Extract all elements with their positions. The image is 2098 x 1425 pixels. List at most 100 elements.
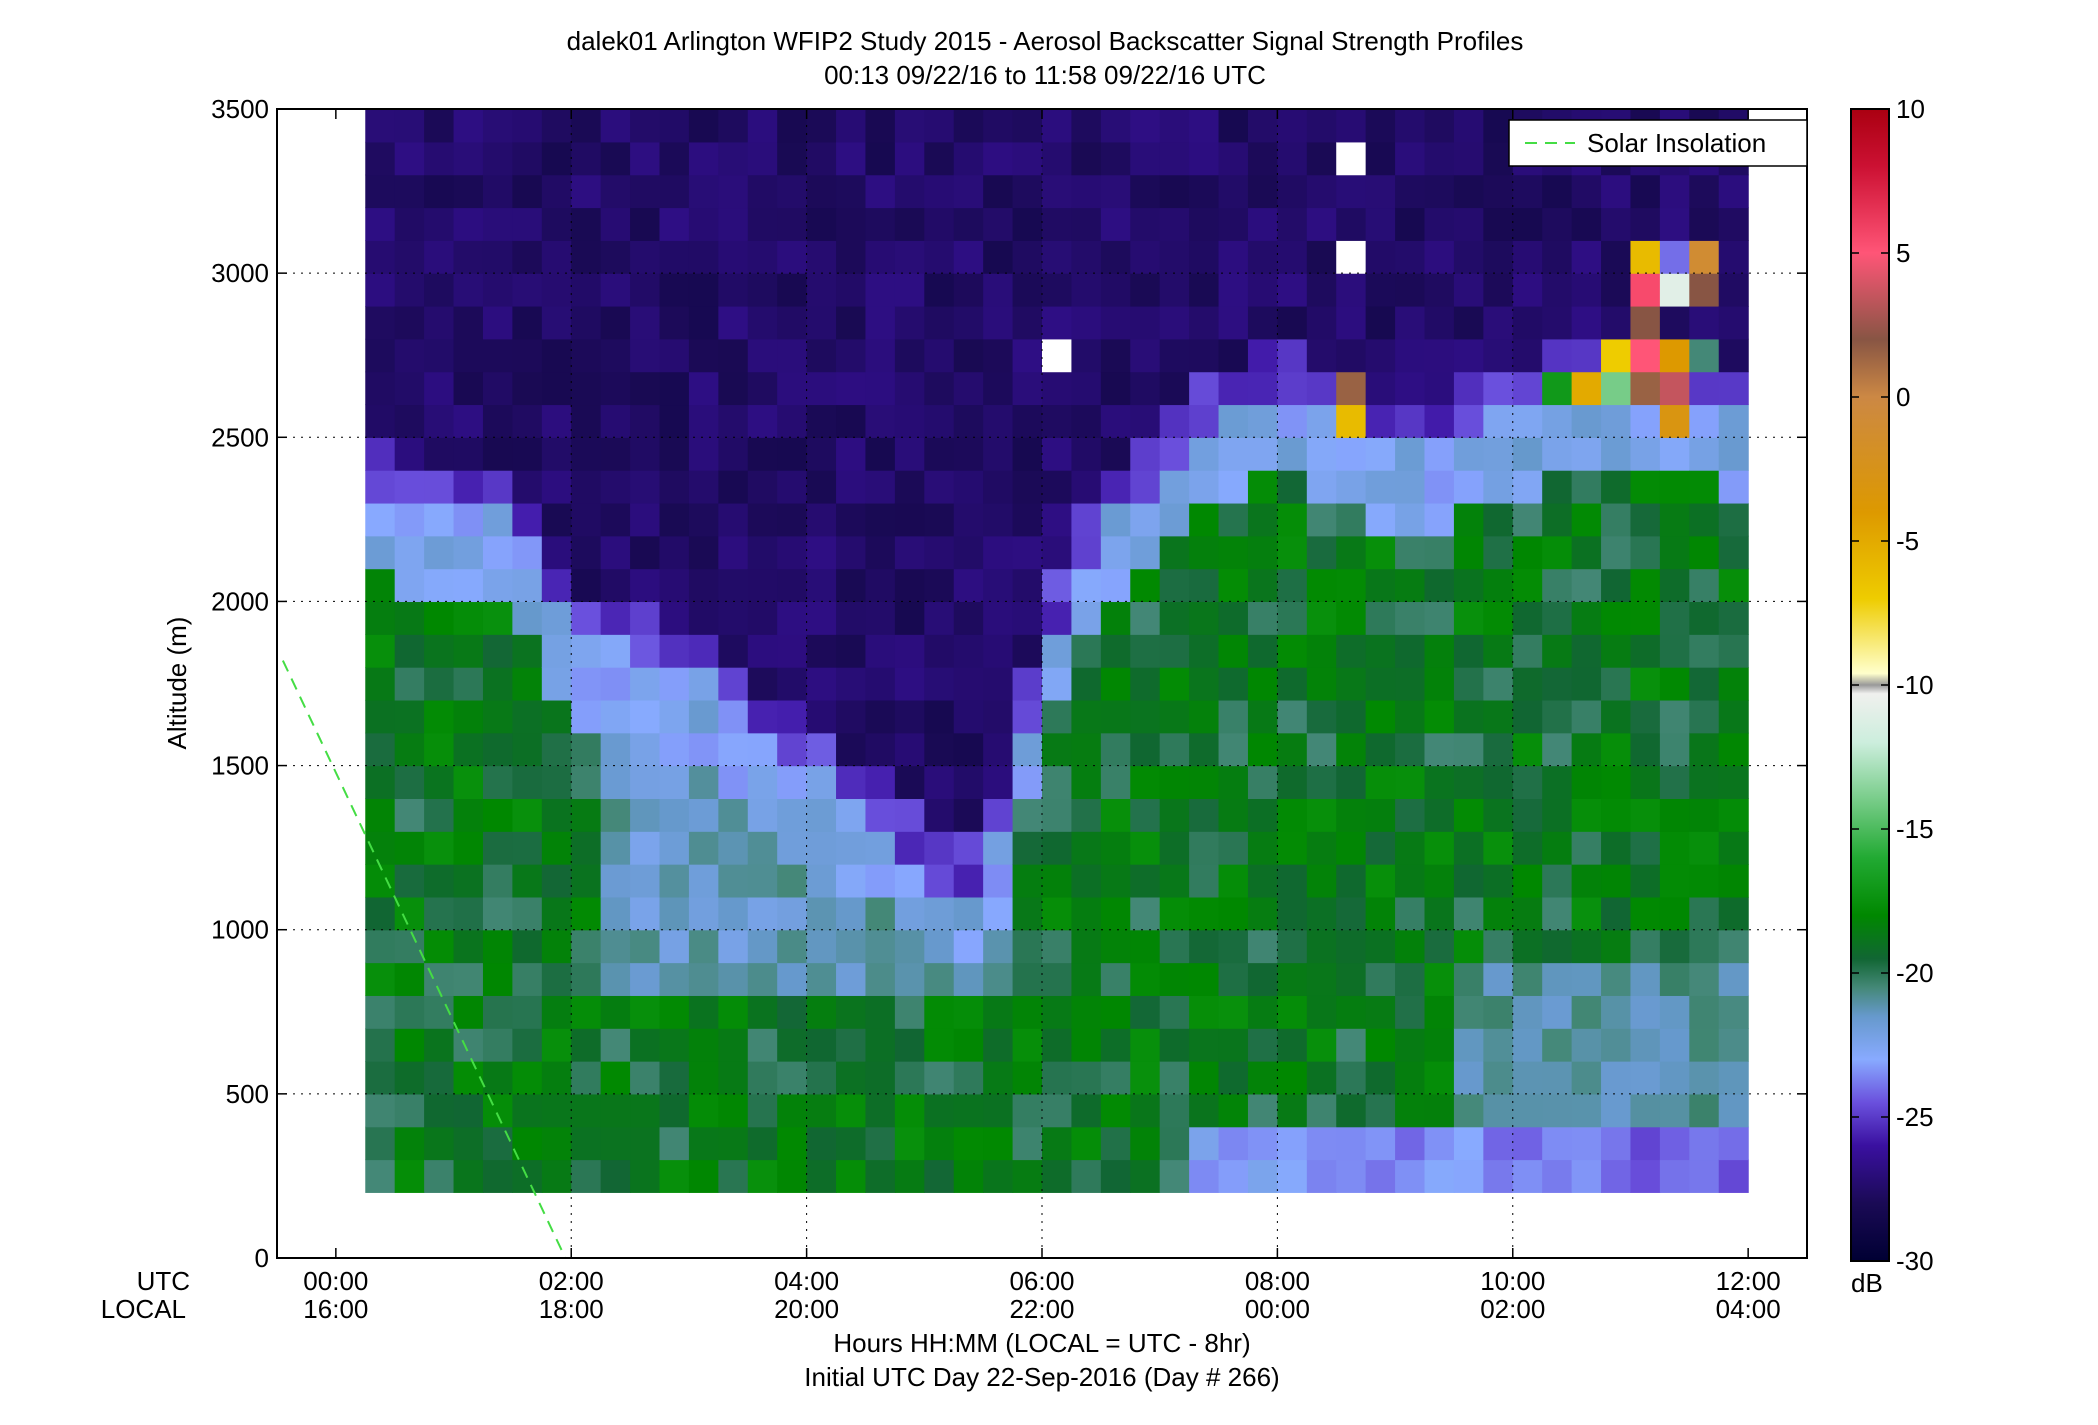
heatmap-cell <box>659 109 690 143</box>
heatmap-cell <box>1189 371 1220 406</box>
heatmap-cell <box>1189 667 1220 701</box>
heatmap-cell <box>1689 371 1720 406</box>
heatmap-cell <box>688 338 719 373</box>
heatmap-cell <box>1130 1028 1161 1062</box>
heatmap-cell <box>482 732 513 767</box>
heatmap-cell <box>1689 1126 1720 1161</box>
heatmap-cell <box>1483 1028 1514 1062</box>
heatmap-cell <box>1042 732 1073 767</box>
heatmap-cell <box>1042 502 1073 537</box>
heatmap-cell <box>453 1159 484 1193</box>
heatmap-cell <box>1306 732 1337 767</box>
heatmap-cell <box>1542 896 1573 931</box>
heatmap-cell <box>983 929 1014 964</box>
heatmap-cell <box>453 1061 484 1095</box>
heatmap-cell <box>1483 207 1514 241</box>
heatmap-cell <box>718 634 749 668</box>
heatmap-cell <box>1336 1028 1367 1062</box>
heatmap-cell <box>365 437 396 471</box>
heatmap-cell <box>1336 1159 1367 1193</box>
heatmap-cell <box>1542 732 1573 767</box>
heatmap-cell <box>1130 601 1161 635</box>
heatmap-cell <box>1218 1061 1249 1095</box>
heatmap-cell <box>806 1061 837 1095</box>
heatmap-cell <box>924 207 955 241</box>
heatmap-cell <box>1483 240 1514 274</box>
heatmap-cell <box>747 174 778 209</box>
heatmap-cell <box>836 305 867 340</box>
heatmap-cell <box>836 864 867 898</box>
heatmap-cell <box>688 371 719 406</box>
heatmap-cell <box>1512 929 1543 964</box>
heatmap-cell <box>1247 634 1278 668</box>
heatmap-cell <box>836 765 867 799</box>
heatmap-cell <box>1365 1093 1396 1128</box>
heatmap-cell <box>953 995 984 1029</box>
heatmap-cell <box>1365 929 1396 964</box>
heatmap-cell <box>688 240 719 274</box>
heatmap-cell <box>777 174 808 209</box>
heatmap-cell <box>1247 305 1278 340</box>
heatmap-cell <box>836 1028 867 1062</box>
x-tick-label-utc: 06:00 <box>1009 1266 1074 1296</box>
heatmap-cell <box>1071 1061 1102 1095</box>
heatmap-cell <box>512 667 543 701</box>
heatmap-cell <box>1306 404 1337 438</box>
heatmap-cell <box>541 798 572 832</box>
heatmap-cell <box>1630 601 1661 635</box>
heatmap-cell <box>1630 1093 1661 1128</box>
heatmap-cell <box>571 601 602 635</box>
heatmap-cell <box>424 732 455 767</box>
heatmap-cell <box>1718 502 1749 537</box>
heatmap-cell <box>747 1028 778 1062</box>
heatmap-cell <box>482 929 513 964</box>
heatmap-cell <box>1100 174 1131 209</box>
heatmap-cell <box>512 568 543 603</box>
heatmap-cell <box>1130 404 1161 438</box>
heatmap-cell <box>1277 1061 1308 1095</box>
heatmap-cell <box>1159 831 1190 865</box>
heatmap-cell <box>1130 568 1161 603</box>
heatmap-cell <box>453 535 484 570</box>
heatmap-cell <box>630 601 661 635</box>
heatmap-cell <box>1483 1159 1514 1193</box>
heatmap-cell <box>1159 798 1190 832</box>
heatmap-cell <box>983 207 1014 241</box>
heatmap-cell <box>894 338 925 373</box>
heatmap-cell <box>806 207 837 241</box>
heatmap-cell <box>1689 798 1720 832</box>
heatmap-cell <box>1277 502 1308 537</box>
heatmap-cell <box>836 667 867 701</box>
heatmap-cell <box>777 404 808 438</box>
heatmap-cell <box>865 732 896 767</box>
heatmap-cell <box>1601 404 1632 438</box>
heatmap-cell <box>718 404 749 438</box>
heatmap-cell <box>1512 831 1543 865</box>
heatmap-cell <box>777 568 808 603</box>
colorbar-tick-label: -5 <box>1896 526 1919 556</box>
heatmap-cell <box>1218 437 1249 471</box>
heatmap-cell <box>1130 240 1161 274</box>
heatmap-cell <box>424 141 455 176</box>
heatmap-cell <box>1365 109 1396 143</box>
colorbar-unit: dB <box>1851 1268 1883 1298</box>
heatmap-cell <box>688 273 719 307</box>
heatmap-cell <box>1630 338 1661 373</box>
x-tick-label-local: 18:00 <box>539 1294 604 1324</box>
heatmap-cell <box>865 995 896 1029</box>
heatmap-cell <box>1218 404 1249 438</box>
heatmap-cell <box>1571 174 1602 209</box>
heatmap-cell <box>541 667 572 701</box>
heatmap-cell <box>1218 371 1249 406</box>
heatmap-cell <box>1071 864 1102 898</box>
x-tick-label-local: 20:00 <box>774 1294 839 1324</box>
heatmap-cell <box>1130 864 1161 898</box>
heatmap-cell <box>1130 1093 1161 1128</box>
heatmap-cell <box>806 568 837 603</box>
heatmap-cell <box>394 273 425 307</box>
heatmap-cell <box>1689 404 1720 438</box>
heatmap-cell <box>1130 831 1161 865</box>
heatmap-cell <box>806 831 837 865</box>
heatmap-cell <box>1659 1093 1690 1128</box>
